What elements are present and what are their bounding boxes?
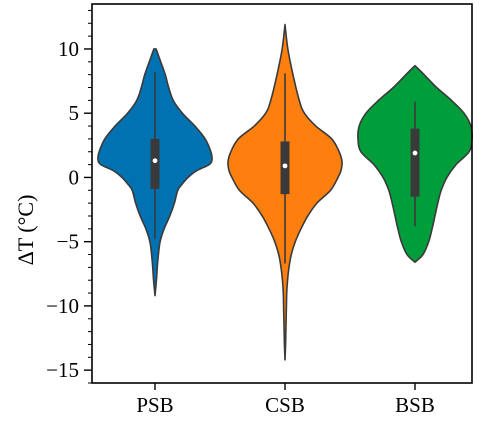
violin-psb — [97, 48, 213, 297]
iqr-box-psb — [150, 138, 160, 190]
iqr-box-bsb — [410, 128, 420, 197]
violin-bsb — [357, 64, 473, 264]
y-tick-label: −10 — [46, 294, 79, 318]
violins-layer — [97, 23, 473, 361]
y-axis-label: ΔT (°C) — [13, 195, 38, 266]
axes-layer: PSB CSB BSB 10 5 0 −5 −10 −15 — [46, 3, 473, 417]
median-dot-psb — [152, 158, 158, 164]
y-tick-label: −15 — [46, 358, 79, 382]
x-tick-label-csb: CSB — [265, 393, 305, 417]
median-dot-csb — [282, 163, 288, 169]
plot-frame — [91, 3, 473, 384]
median-dot-bsb — [412, 150, 418, 156]
y-tick-label: 10 — [58, 37, 79, 61]
y-tick-label: −5 — [57, 230, 79, 254]
y-tick-label: 0 — [69, 165, 80, 189]
y-tick-label: 5 — [69, 101, 80, 125]
x-tick-label-psb: PSB — [136, 393, 173, 417]
x-tick-label-bsb: BSB — [395, 393, 435, 417]
violin-csb — [227, 23, 343, 361]
